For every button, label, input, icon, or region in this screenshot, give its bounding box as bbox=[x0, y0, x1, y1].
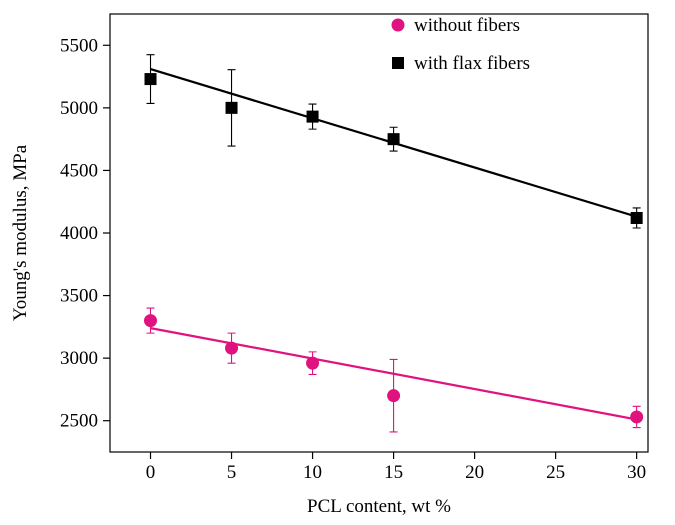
y-tick-label: 3500 bbox=[60, 286, 98, 307]
x-tick-label: 20 bbox=[465, 462, 484, 483]
data-point bbox=[306, 110, 319, 123]
x-tick-label: 30 bbox=[627, 462, 646, 483]
data-point bbox=[144, 73, 157, 86]
data-point bbox=[225, 101, 238, 114]
x-tick-label: 5 bbox=[227, 462, 237, 483]
plot-frame bbox=[109, 13, 649, 453]
data-point bbox=[630, 410, 644, 424]
data-point bbox=[630, 211, 643, 224]
x-axis-label: PCL content, wt % bbox=[307, 496, 451, 517]
y-axis-label: Young's modulus, MPa bbox=[10, 144, 31, 321]
data-point bbox=[387, 133, 400, 146]
y-tick-label: 5000 bbox=[60, 98, 98, 119]
data-point bbox=[225, 341, 239, 355]
x-tick-label: 10 bbox=[303, 462, 322, 483]
x-tick-label: 25 bbox=[546, 462, 565, 483]
data-point bbox=[144, 314, 158, 328]
legend-marker bbox=[392, 57, 404, 69]
y-tick-label: 4000 bbox=[60, 223, 98, 244]
y-tick-label: 2500 bbox=[60, 411, 98, 432]
data-point bbox=[306, 356, 320, 370]
y-tick-label: 3000 bbox=[60, 348, 98, 369]
x-tick-label: 0 bbox=[146, 462, 156, 483]
legend-marker bbox=[391, 18, 405, 32]
y-tick-label: 5500 bbox=[60, 35, 98, 56]
legend-label: without fibers bbox=[414, 15, 520, 36]
legend-label: with flax fibers bbox=[414, 53, 530, 74]
x-tick-label: 15 bbox=[384, 462, 403, 483]
y-tick-label: 4500 bbox=[60, 160, 98, 181]
data-point bbox=[387, 389, 401, 403]
